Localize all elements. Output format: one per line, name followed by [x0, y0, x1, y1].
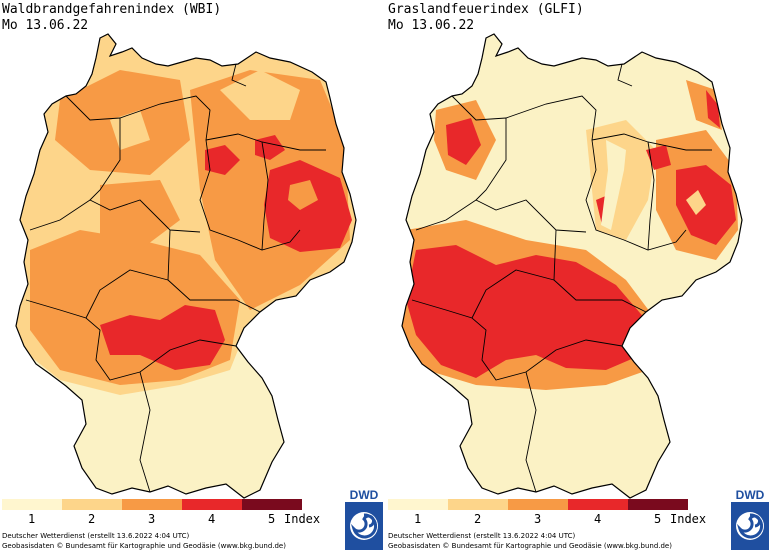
footer-credit: Deutscher Wetterdienst (erstellt 13.6.20… — [2, 532, 190, 540]
footer-geodata: Geobasisdaten © Bundesamt für Kartograph… — [388, 542, 672, 550]
footer-geodata: Geobasisdaten © Bundesamt für Kartograph… — [2, 542, 286, 550]
legend-label: 5 — [654, 512, 662, 526]
legend-swatch-2 — [448, 499, 508, 510]
legend-swatch-1 — [2, 499, 62, 510]
legend-unit: Index — [284, 512, 321, 526]
legend-labels: 1 2 3 4 5 Index — [386, 512, 726, 526]
glfi-map — [401, 33, 743, 499]
legend-label: 1 — [414, 512, 422, 526]
legend-label: 1 — [28, 512, 36, 526]
map-date: Mo 13.06.22 — [388, 18, 475, 33]
legend-swatch-3 — [122, 499, 182, 510]
legend-label: 2 — [88, 512, 96, 526]
legend-swatch-3 — [508, 499, 568, 510]
legend-unit: Index — [670, 512, 707, 526]
map-date: Mo 13.06.22 — [2, 18, 89, 33]
svg-text:DWD: DWD — [350, 488, 379, 502]
legend-swatch-5 — [628, 499, 688, 510]
color-legend — [2, 499, 302, 510]
map-title: Waldbrandgefahrenindex (WBI) — [2, 2, 222, 17]
legend-label: 4 — [594, 512, 602, 526]
legend-label: 4 — [208, 512, 216, 526]
legend-label: 5 — [268, 512, 276, 526]
legend-label: 3 — [148, 512, 156, 526]
map-title: Graslandfeuerindex (GLFI) — [388, 2, 584, 17]
legend-label: 3 — [534, 512, 542, 526]
legend-label: 2 — [474, 512, 482, 526]
wbi-map — [15, 33, 357, 499]
legend-swatch-5 — [242, 499, 302, 510]
legend-labels: 1 2 3 4 5 Index — [0, 512, 340, 526]
dwd-logo: DWD — [344, 487, 384, 551]
legend-swatch-4 — [568, 499, 628, 510]
wbi-panel: Waldbrandgefahrenindex (WBI) Mo 13.06.22… — [0, 2, 384, 551]
glfi-panel: Graslandfeuerindex (GLFI) Mo 13.06.22 1 … — [386, 0, 772, 552]
color-legend — [388, 499, 688, 510]
legend-swatch-4 — [182, 499, 242, 510]
svg-text:DWD: DWD — [736, 488, 765, 502]
legend-swatch-2 — [62, 499, 122, 510]
footer-credit: Deutscher Wetterdienst (erstellt 13.6.20… — [388, 532, 576, 540]
legend-swatch-1 — [388, 499, 448, 510]
dwd-logo: DWD — [730, 487, 770, 551]
